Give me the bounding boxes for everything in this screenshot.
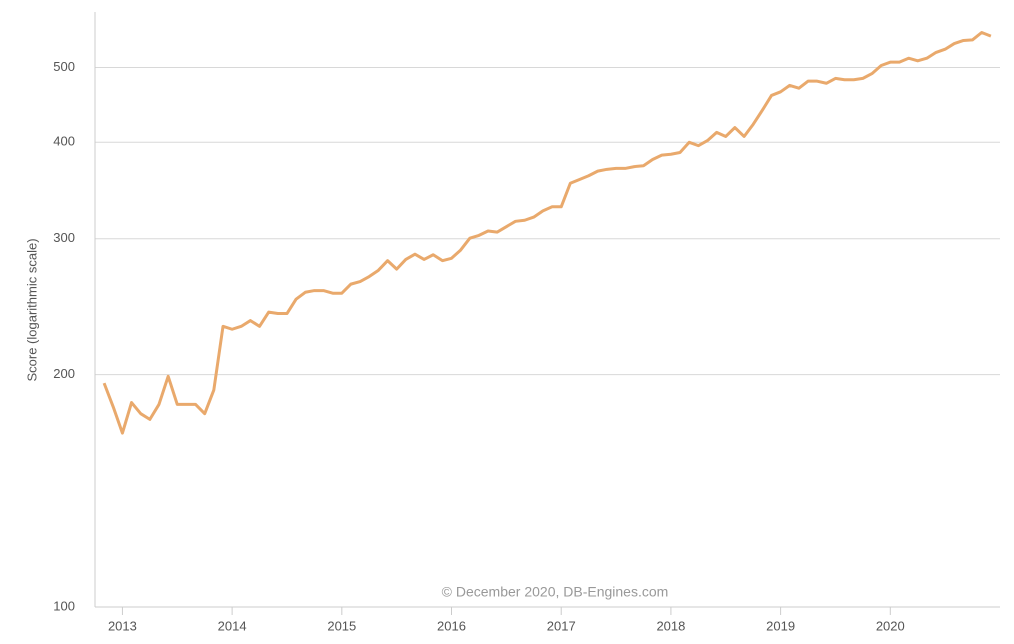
y-tick-label: 200	[53, 366, 75, 381]
x-tick-label: 2017	[547, 618, 576, 633]
y-axis-label: Score (logarithmic scale)	[24, 238, 39, 381]
x-tick-label: 2018	[656, 618, 685, 633]
x-tick-label: 2016	[437, 618, 466, 633]
series-line	[102, 31, 992, 435]
y-tick-label: 100	[53, 598, 75, 613]
y-tick-label: 300	[53, 230, 75, 245]
x-tick-label: 2020	[876, 618, 905, 633]
x-tick-label: 2019	[766, 618, 795, 633]
copyright-note: © December 2020, DB-Engines.com	[442, 584, 669, 600]
y-tick-label: 400	[53, 134, 75, 149]
x-tick-label: 2014	[218, 618, 247, 633]
y-tick-label: 500	[53, 59, 75, 74]
x-tick-label: 2013	[108, 618, 137, 633]
x-tick-label: 2015	[327, 618, 356, 633]
